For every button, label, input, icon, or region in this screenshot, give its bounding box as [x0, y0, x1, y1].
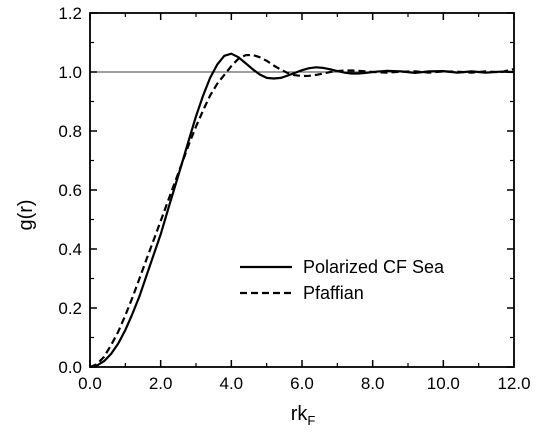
- x-tick-label: 2.0: [149, 374, 173, 393]
- legend-label-2: Pfaffian: [303, 283, 364, 303]
- x-tick-label: 6.0: [290, 374, 314, 393]
- x-axis-title-sub: F: [307, 413, 315, 428]
- x-tick-label: 10.0: [427, 374, 460, 393]
- x-tick-label: 8.0: [361, 374, 385, 393]
- x-tick-label: 12.0: [497, 374, 530, 393]
- series-line-1: [89, 52, 515, 369]
- y-tick-label: 1.2: [58, 4, 82, 23]
- y-axis-title: g(r): [15, 199, 37, 230]
- x-axis-title-main: rk: [291, 403, 309, 425]
- plot-frame: [89, 12, 515, 368]
- x-tick-label: 4.0: [220, 374, 244, 393]
- x-tick-label: 0.0: [78, 374, 102, 393]
- legend: Polarized CF Sea Pfaffian: [240, 257, 445, 303]
- y-tick-label: 0.8: [58, 122, 82, 141]
- series-line-2: [89, 53, 515, 369]
- legend-label-1: Polarized CF Sea: [303, 257, 445, 277]
- y-tick-label: 0.0: [58, 358, 82, 377]
- plot-area: [89, 52, 515, 369]
- axes: 0.0 2.0 4.0 6.0 8.0 10.0 12.0 0.0 0.2 0.4 0.6 0.8 1.…: [58, 4, 530, 393]
- x-axis-title: rkF: [291, 403, 316, 428]
- y-tick-label: 1.0: [58, 63, 82, 82]
- y-tick-label: 0.4: [58, 240, 82, 259]
- y-tick-label: 0.2: [58, 299, 82, 318]
- y-tick-label: 0.6: [58, 181, 82, 200]
